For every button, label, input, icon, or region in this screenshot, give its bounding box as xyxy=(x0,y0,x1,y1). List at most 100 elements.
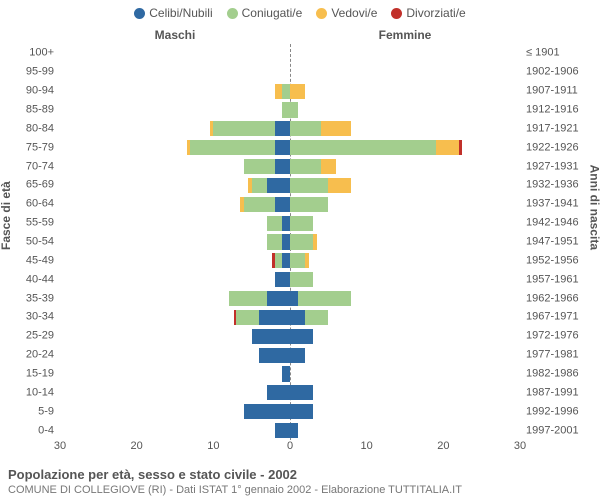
age-label: 25-29 xyxy=(26,331,54,342)
age-label: 45-49 xyxy=(26,255,54,266)
age-label: 15-19 xyxy=(26,369,54,380)
pyramid-row xyxy=(60,159,520,174)
age-label: 65-69 xyxy=(26,180,54,191)
bar-female-con xyxy=(290,178,328,193)
age-axis-labels: 100+95-9990-9485-8980-8475-7970-7465-696… xyxy=(0,44,58,440)
age-label: 75-79 xyxy=(26,142,54,153)
bar-male-con xyxy=(252,178,267,193)
birth-label: 1922-1926 xyxy=(526,142,579,153)
legend-item: Vedovi/e xyxy=(316,6,377,20)
legend-item: Coniugati/e xyxy=(227,6,303,20)
bar-male-cel xyxy=(282,366,290,381)
pyramid-row xyxy=(60,253,520,268)
bar-male-con xyxy=(267,216,282,231)
age-label: 100+ xyxy=(29,48,54,59)
age-label: 35-39 xyxy=(26,293,54,304)
pyramid-row xyxy=(60,121,520,136)
birth-label: 1927-1931 xyxy=(526,161,579,172)
bar-female-ved xyxy=(321,159,336,174)
age-label: 10-14 xyxy=(26,387,54,398)
birth-axis-labels: ≤ 19011902-19061907-19111912-19161917-19… xyxy=(522,44,600,440)
bar-female-cel xyxy=(290,310,305,325)
age-label: 80-84 xyxy=(26,123,54,134)
footer: Popolazione per età, sesso e stato civil… xyxy=(8,467,592,496)
footer-title: Popolazione per età, sesso e stato civil… xyxy=(8,467,592,482)
plot-area xyxy=(60,44,520,440)
pyramid-row xyxy=(60,423,520,438)
age-label: 95-99 xyxy=(26,67,54,78)
legend: Celibi/Nubili Coniugati/e Vedovi/e Divorzia… xyxy=(0,0,600,22)
pyramid-row xyxy=(60,46,520,61)
age-label: 70-74 xyxy=(26,161,54,172)
birth-label: 1957-1961 xyxy=(526,274,579,285)
footer-subtitle: COMUNE DI COLLEGIOVE (RI) - Dati ISTAT 1… xyxy=(8,484,592,496)
legend-swatch xyxy=(227,8,238,19)
bar-female-ved xyxy=(313,234,317,249)
bar-male-ved xyxy=(275,84,283,99)
bar-female-cel xyxy=(290,348,305,363)
age-label: 0-4 xyxy=(38,425,54,436)
bar-male-con xyxy=(244,197,275,212)
bar-female-con xyxy=(298,291,352,306)
x-tick-label: 0 xyxy=(287,440,293,452)
bar-male-cel xyxy=(282,234,290,249)
birth-label: 1967-1971 xyxy=(526,312,579,323)
pyramid-row xyxy=(60,84,520,99)
population-pyramid-chart: Celibi/Nubili Coniugati/e Vedovi/e Divorzia… xyxy=(0,0,600,500)
bar-male-cel xyxy=(275,197,290,212)
bar-female-con xyxy=(290,253,305,268)
bar-male-con xyxy=(282,84,290,99)
bar-female-cel xyxy=(290,291,298,306)
gender-headers: Maschi Femmine xyxy=(60,28,520,42)
bar-female-con xyxy=(290,272,313,287)
bar-male-cel xyxy=(244,404,290,419)
pyramid-row xyxy=(60,291,520,306)
bar-female-con xyxy=(290,159,321,174)
birth-label: 1902-1906 xyxy=(526,67,579,78)
age-label: 60-64 xyxy=(26,199,54,210)
bar-male-cel xyxy=(282,216,290,231)
birth-label: 1982-1986 xyxy=(526,369,579,380)
bars-container xyxy=(60,44,520,440)
bar-male-ved xyxy=(248,178,252,193)
female-header: Femmine xyxy=(290,28,520,42)
legend-item: Celibi/Nubili xyxy=(134,6,212,20)
birth-label: 1917-1921 xyxy=(526,123,579,134)
bar-female-con xyxy=(305,310,328,325)
bar-male-cel xyxy=(282,253,290,268)
bar-female-con xyxy=(290,102,298,117)
bar-male-cel xyxy=(275,159,290,174)
birth-label: 1952-1956 xyxy=(526,255,579,266)
legend-item: Divorziati/e xyxy=(391,6,465,20)
x-tick-label: 10 xyxy=(361,440,373,452)
birth-label: 1992-1996 xyxy=(526,406,579,417)
bar-male-cel xyxy=(252,329,290,344)
bar-female-con xyxy=(290,216,313,231)
bar-male-ved xyxy=(210,121,214,136)
bar-male-con xyxy=(213,121,274,136)
pyramid-row xyxy=(60,102,520,117)
birth-label: 1942-1946 xyxy=(526,218,579,229)
age-label: 5-9 xyxy=(38,406,54,417)
age-label: 90-94 xyxy=(26,86,54,97)
birth-label: 1932-1936 xyxy=(526,180,579,191)
bar-female-div xyxy=(459,140,463,155)
bar-male-cel xyxy=(259,310,290,325)
bar-female-con xyxy=(290,234,313,249)
legend-swatch xyxy=(391,8,402,19)
birth-label: 1977-1981 xyxy=(526,350,579,361)
bar-female-ved xyxy=(321,121,352,136)
pyramid-row xyxy=(60,140,520,155)
bar-female-cel xyxy=(290,385,313,400)
bar-male-ved xyxy=(187,140,191,155)
pyramid-row xyxy=(60,272,520,287)
bar-male-cel xyxy=(259,348,290,363)
birth-label: 1997-2001 xyxy=(526,425,579,436)
age-label: 20-24 xyxy=(26,350,54,361)
bar-male-cel xyxy=(275,140,290,155)
bar-male-con xyxy=(244,159,275,174)
bar-female-cel xyxy=(290,329,313,344)
bar-male-con xyxy=(282,102,290,117)
bar-male-div xyxy=(234,310,236,325)
birth-label: 1907-1911 xyxy=(526,86,578,97)
